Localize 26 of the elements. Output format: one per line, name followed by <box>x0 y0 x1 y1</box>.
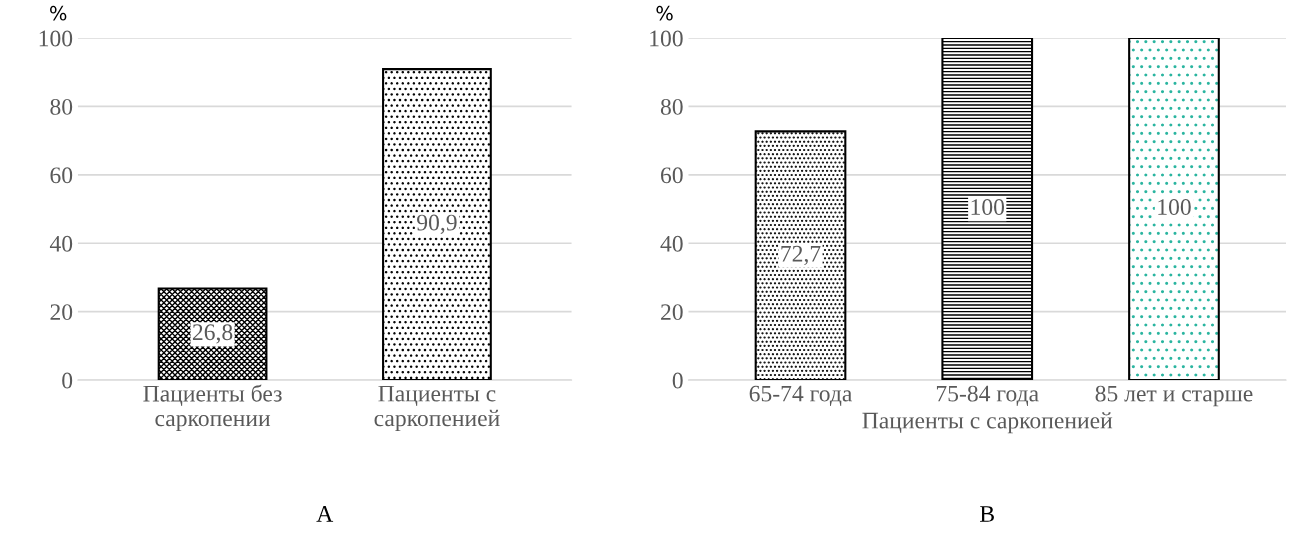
text: B <box>980 506 994 522</box>
x-tick-label: 75-84 года <box>936 385 1039 406</box>
x-tick-label: Пациенты с саркопенией <box>374 385 500 432</box>
y-axis-title: % <box>656 5 673 21</box>
y-tick-label: 0 <box>62 372 73 389</box>
y-tick-label: 20 <box>50 304 73 321</box>
x-tick-label: Пациенты без саркопении <box>143 384 282 432</box>
y-tick-label: 80 <box>660 98 683 115</box>
y-tick-label: 100 <box>39 30 73 47</box>
x-tick-label: 85 лет и старше <box>1095 385 1253 407</box>
data-label: 90,9 <box>417 214 457 234</box>
data-label: 100 <box>1158 199 1191 215</box>
data-label: 100 <box>971 199 1005 215</box>
text: A <box>316 506 334 522</box>
y-tick-label: 60 <box>661 167 683 184</box>
x-tick-label: 65-74 года <box>749 385 853 406</box>
y-tick-label: 80 <box>50 98 73 115</box>
y-axis-title: % <box>50 5 67 21</box>
y-tick-label: 0 <box>672 372 683 389</box>
data-label: 26,8 <box>192 324 233 344</box>
data-label: 72,7 <box>781 245 821 266</box>
y-tick-label: 40 <box>49 235 73 252</box>
y-tick-label: 40 <box>660 235 683 252</box>
y-tick-label: 20 <box>661 304 683 321</box>
y-tick-label: 100 <box>650 30 683 47</box>
y-tick-label: 60 <box>50 167 73 184</box>
